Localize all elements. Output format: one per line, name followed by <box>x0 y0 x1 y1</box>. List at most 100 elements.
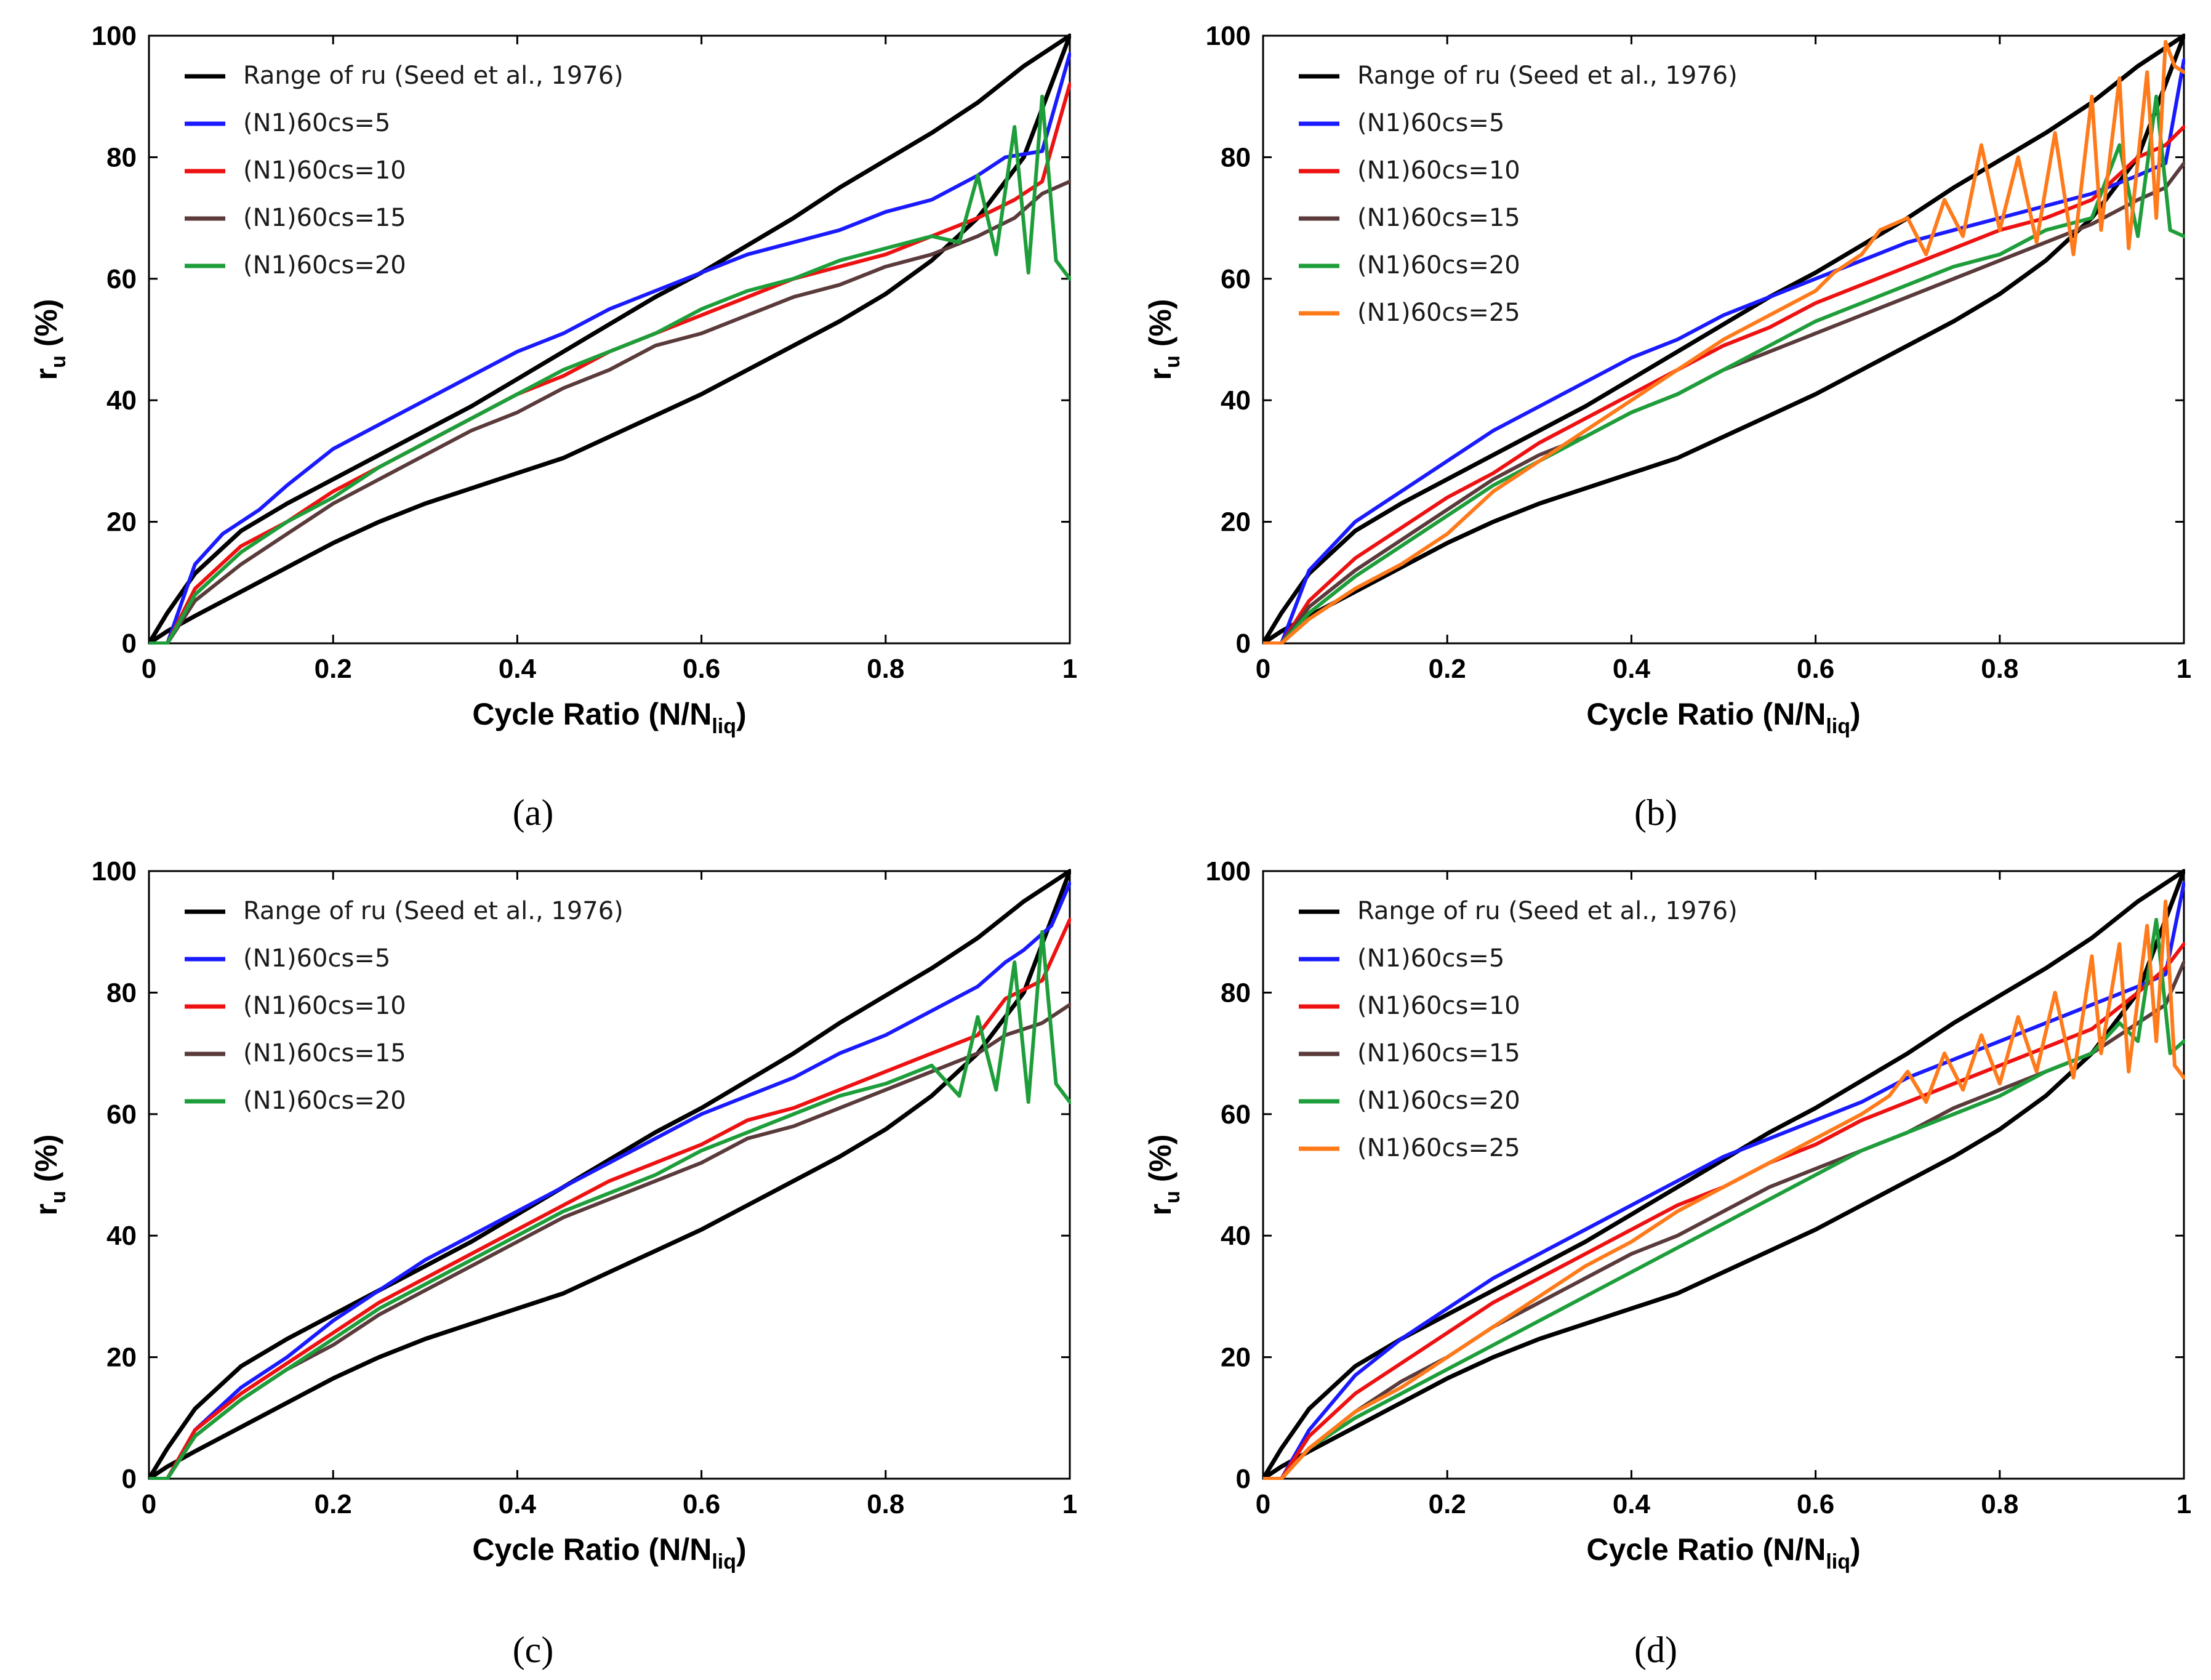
series-line-s5 <box>149 52 1071 645</box>
x-tick-label: 0.4 <box>499 1489 537 1519</box>
y-axis-label-end: (%) <box>1143 1135 1178 1191</box>
y-tick-label: 100 <box>92 856 137 886</box>
y-axis-label: ru (%) <box>1143 299 1184 380</box>
x-axis-label: Cycle Ratio (N/Nliq) <box>472 1532 746 1573</box>
legend-entry: (N1)60cs=20 <box>243 251 406 279</box>
series-line-s20 <box>149 930 1071 1480</box>
x-tick-label: 0.6 <box>683 654 720 684</box>
x-axis-label: Cycle Ratio (N/Nliq) <box>1586 697 1860 738</box>
x-tick-label: 1 <box>2177 1489 2191 1519</box>
x-tick-label: 0.2 <box>315 1489 352 1519</box>
y-tick-label: 0 <box>122 629 137 659</box>
y-axis-label-main: r <box>29 1204 63 1215</box>
series-group <box>149 869 1071 1480</box>
y-tick-label: 40 <box>1221 1221 1251 1251</box>
y-tick-label: 80 <box>1221 978 1251 1008</box>
y-axis-label: ru (%) <box>29 1135 70 1216</box>
legend-entry: (N1)60cs=25 <box>1357 1134 1520 1162</box>
y-axis-label-main: r <box>29 368 63 380</box>
y-axis-label-sub: u <box>1161 355 1184 368</box>
legend-entry: (N1)60cs=5 <box>1357 944 1504 973</box>
y-tick-label: 20 <box>106 1343 137 1373</box>
x-axis-label-sub: liq <box>712 1550 736 1573</box>
plot-frame <box>148 34 1071 645</box>
y-axis-label-sub: u <box>47 355 70 368</box>
series-line-bound-lower <box>149 33 1071 645</box>
series-line-s25 <box>1263 899 2185 1480</box>
x-axis-label-sub: liq <box>1826 1550 1850 1573</box>
x-tick-label: 0.8 <box>867 654 904 684</box>
legend-entry: (N1)60cs=10 <box>1357 992 1520 1020</box>
x-axis-label-end: ) <box>1850 1532 1861 1567</box>
y-tick-label: 0 <box>1236 1464 1251 1494</box>
x-axis-label-main: Cycle Ratio (N/N <box>472 697 712 731</box>
x-tick-label: 0.8 <box>867 1489 904 1519</box>
plot-frame <box>148 870 1071 1480</box>
y-tick-label: 0 <box>1236 629 1251 659</box>
x-axis-label-sub: liq <box>1826 715 1850 738</box>
x-tick-label: 0.4 <box>1613 1489 1651 1519</box>
x-tick-label: 0.8 <box>1981 654 2018 684</box>
x-axis-label: Cycle Ratio (N/Nliq) <box>1586 1532 1860 1573</box>
y-tick-label: 80 <box>1221 142 1251 172</box>
x-tick-label: 0.4 <box>499 654 537 684</box>
series-line-s20 <box>1263 918 2185 1480</box>
y-tick-label: 20 <box>106 507 137 537</box>
legend-entry: (N1)60cs=10 <box>243 992 406 1020</box>
series-line-s15 <box>149 179 1071 645</box>
legend-entry: (N1)60cs=20 <box>1357 251 1520 279</box>
y-tick-label: 20 <box>1221 507 1251 537</box>
panel-label: (b) <box>1634 792 1677 833</box>
y-tick-label: 100 <box>1206 21 1251 51</box>
legend-entry: (N1)60cs=5 <box>243 109 390 137</box>
series-line-bound-lower <box>1263 869 2185 1480</box>
panel-label: (c) <box>513 1630 554 1670</box>
series-line-bound <box>1263 33 2185 645</box>
chart-panel-2: 0 0.2 0.4 0.6 0.8 1 0 20 40 60 80 100 Range of ru (S… <box>29 856 1077 1670</box>
x-tick-label: 1 <box>2177 654 2191 684</box>
x-tick-label: 0 <box>1256 1489 1270 1519</box>
x-axis-label-sub: liq <box>712 715 736 738</box>
series-line-s5 <box>1263 58 2185 645</box>
legend-entry: (N1)60cs=10 <box>243 156 406 185</box>
y-tick-label: 60 <box>1221 264 1251 294</box>
x-tick-label: 1 <box>1062 1489 1077 1519</box>
legend-entry: (N1)60cs=15 <box>243 204 406 232</box>
x-tick-label: 0 <box>142 654 156 684</box>
x-axis-label-main: Cycle Ratio (N/N <box>472 1532 712 1567</box>
x-axis-label-end: ) <box>736 1532 747 1567</box>
y-axis-label: ru (%) <box>1143 1135 1184 1216</box>
series-line-bound <box>149 33 1071 645</box>
panel-label: (a) <box>513 792 554 833</box>
legend-entry: (N1)60cs=5 <box>243 944 390 973</box>
plot-frame <box>1262 870 2185 1480</box>
y-tick-label: 40 <box>106 1221 137 1251</box>
series-line-bound-lower <box>149 869 1071 1480</box>
legend-entry: (N1)60cs=20 <box>243 1087 406 1115</box>
y-tick-label: 60 <box>106 1099 137 1130</box>
x-tick-label: 0.2 <box>315 654 352 684</box>
x-tick-label: 0 <box>1256 654 1270 684</box>
y-axis-label-end: (%) <box>29 299 63 356</box>
x-tick-label: 0.6 <box>683 1489 720 1519</box>
y-tick-label: 100 <box>1206 856 1251 886</box>
y-axis-label-end: (%) <box>1143 299 1178 356</box>
y-tick-label: 20 <box>1221 1343 1251 1373</box>
x-tick-label: 0 <box>142 1489 156 1519</box>
x-tick-label: 0.6 <box>1797 654 1834 684</box>
chart-panel-1: 0 0.2 0.4 0.6 0.8 1 0 20 40 60 80 100 Range of ru (S… <box>1143 21 2191 833</box>
legend-entry: (N1)60cs=25 <box>1357 299 1520 327</box>
series-group <box>1263 33 2185 645</box>
legend-entry: (N1)60cs=15 <box>1357 1039 1520 1067</box>
x-axis-label-main: Cycle Ratio (N/N <box>1586 1532 1826 1567</box>
y-tick-label: 100 <box>92 21 137 51</box>
legend-entry: Range of ru (Seed et al., 1976) <box>1357 897 1738 925</box>
legend-entry: (N1)60cs=5 <box>1357 109 1504 137</box>
x-tick-label: 0.2 <box>1429 1489 1466 1519</box>
legend-entry: (N1)60cs=10 <box>1357 156 1520 185</box>
x-tick-label: 1 <box>1062 654 1077 684</box>
series-line-s10 <box>1263 125 2185 645</box>
y-tick-label: 80 <box>106 978 137 1008</box>
y-axis-label-sub: u <box>1161 1191 1184 1204</box>
